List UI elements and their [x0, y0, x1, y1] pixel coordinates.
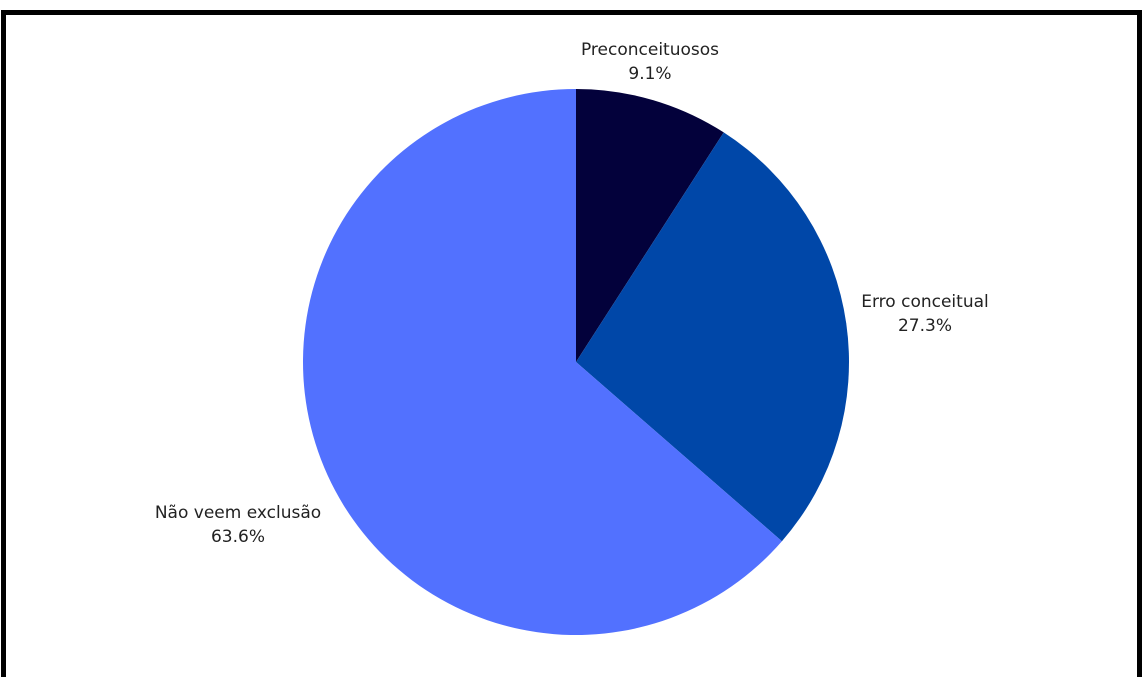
slice-label-3: Não veem exclusão — [155, 503, 321, 523]
pie-slice-1 — [576, 89, 724, 362]
slice-label-2: Erro conceitual — [861, 292, 988, 312]
slice-value-label-3: 63.6% — [211, 527, 265, 547]
pie-slice-3 — [302, 89, 782, 635]
slice-value-label-2: 27.3% — [898, 316, 952, 336]
pie-slice-2 — [576, 132, 849, 542]
slice-label-1: Preconceituosos — [581, 40, 719, 60]
slice-value-label-1: 9.1% — [628, 64, 671, 84]
